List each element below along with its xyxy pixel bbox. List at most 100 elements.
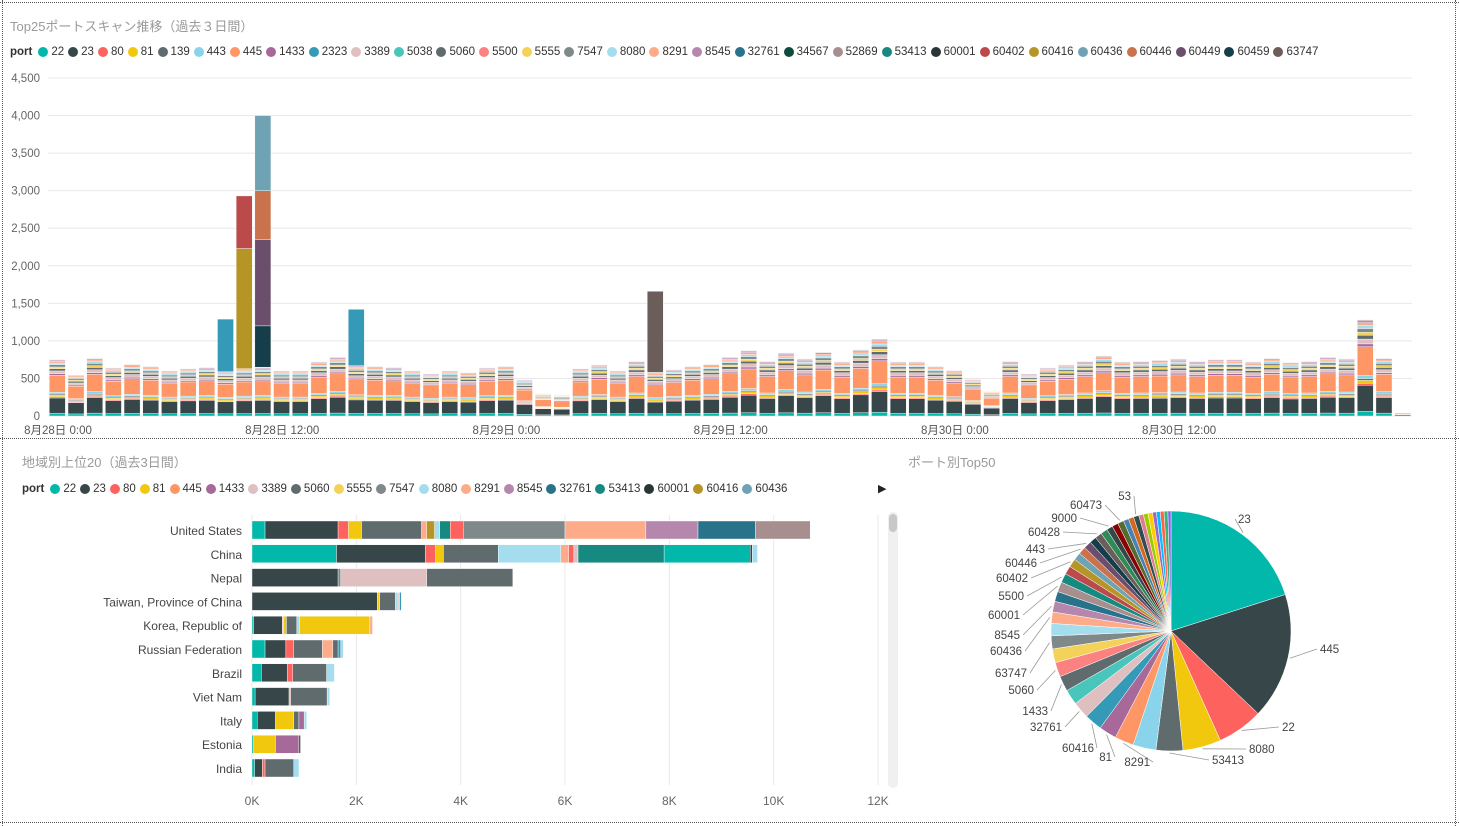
legend-item[interactable]: 60436	[1077, 46, 1123, 58]
legend-item[interactable]: 60001	[930, 46, 976, 58]
legend-label: 8291	[474, 483, 500, 495]
legend-item[interactable]: 63747	[1273, 46, 1318, 58]
pie-slice-label: 32761	[1030, 722, 1062, 734]
legend-dot-icon	[38, 47, 49, 57]
legend-item[interactable]: 5060	[436, 46, 475, 58]
pie-slice-label: 53	[1118, 491, 1131, 503]
legend-label: 32761	[559, 483, 592, 495]
legend-item[interactable]: 8291	[461, 483, 500, 495]
legend-item[interactable]: 445	[169, 483, 202, 495]
legend-label: 8545	[516, 483, 543, 495]
legend-item[interactable]: 7547	[376, 483, 415, 495]
legend-label: 81	[152, 483, 166, 495]
legend-item[interactable]: 5038	[393, 46, 432, 58]
legend-item[interactable]: 60402	[979, 46, 1025, 58]
panel-border-right	[1455, 0, 1456, 826]
legend-dot-icon	[127, 47, 138, 57]
legend-item[interactable]: 60446	[1126, 46, 1172, 58]
legend-item[interactable]: 60459	[1224, 46, 1269, 58]
legend-item[interactable]: 5060	[290, 483, 330, 495]
legend-item[interactable]: 1433	[266, 46, 305, 58]
legend-item[interactable]: 60416	[693, 483, 738, 495]
y-tick-label: 2,500	[11, 223, 40, 235]
pie-leader-line	[1106, 734, 1116, 758]
legend-label: 445	[242, 46, 263, 58]
legend-item[interactable]: 60436	[742, 483, 787, 495]
legend-label: 5555	[346, 483, 373, 495]
legend-item[interactable]: 23	[80, 483, 106, 495]
legend-item[interactable]: 5555	[333, 483, 373, 495]
bar-segment-52869	[815, 351, 832, 353]
legend-label: 23	[81, 46, 94, 58]
legend-item[interactable]: 7547	[564, 46, 603, 58]
country-scrollbar[interactable]	[888, 512, 898, 788]
pie-slice-label: 8545	[994, 630, 1020, 642]
legend-dot-icon	[979, 47, 990, 57]
legend-item[interactable]: 32761	[734, 46, 780, 58]
legend-item[interactable]: 22	[50, 483, 76, 495]
bar-segment-8080	[340, 639, 344, 659]
legend-next-arrow[interactable]: ▶	[878, 483, 887, 495]
legend-item[interactable]: 53413	[881, 46, 927, 58]
pie-leader-line	[1050, 684, 1062, 712]
legend-item[interactable]: 2323	[308, 46, 348, 58]
legend-item[interactable]: 81	[127, 46, 154, 58]
legend-item[interactable]: 53413	[595, 483, 640, 495]
legend-item[interactable]: 34567	[783, 46, 829, 58]
legend-item[interactable]: 60416	[1028, 46, 1074, 58]
legend-label: 2323	[321, 46, 348, 58]
bar-segment-52869	[1188, 360, 1206, 362]
x-tick-label: 8月30日 0:00	[921, 425, 989, 437]
bar-segment-8080	[326, 687, 330, 706]
legend-dot-icon	[649, 47, 660, 57]
legend-item[interactable]: 1433	[205, 483, 244, 495]
legend-item[interactable]: 139	[157, 46, 190, 58]
legend-label: 60416	[706, 483, 739, 495]
legend-item[interactable]: 445	[229, 46, 263, 58]
y-tick-label: 1,000	[11, 336, 40, 348]
legend-item[interactable]: 81	[139, 483, 166, 495]
legend-item[interactable]: 8080	[606, 46, 645, 58]
legend-item[interactable]: 8545	[503, 483, 543, 495]
legend-item[interactable]: 3389	[351, 46, 390, 58]
legend-item[interactable]: 5500	[479, 46, 518, 58]
pie-leader-line	[1091, 723, 1098, 749]
pie-leader-line	[1104, 504, 1121, 521]
pie-slice-label: 9000	[1051, 513, 1077, 525]
legend-item[interactable]: 8291	[649, 46, 688, 58]
legend-item[interactable]: 3389	[248, 483, 287, 495]
pie-leader-line	[1133, 495, 1136, 515]
legend-item[interactable]: 22	[38, 46, 64, 58]
legend-dot-icon	[783, 47, 794, 57]
y-tick-label: 0	[34, 411, 40, 423]
legend-item[interactable]: 8080	[418, 483, 457, 495]
legend-item[interactable]: 443	[193, 46, 226, 58]
legend-item[interactable]: 60001	[644, 483, 689, 495]
pie-slice-label: 443	[1026, 544, 1045, 556]
x-tick-label: 6K	[558, 794, 573, 808]
legend-item[interactable]: 80	[97, 46, 124, 58]
legend-label: 52869	[845, 46, 878, 58]
country-scrollbar-thumb[interactable]	[889, 514, 897, 532]
legend-item[interactable]: 8545	[692, 46, 731, 58]
bar-segment-2323	[217, 318, 234, 372]
legend-dot-icon	[606, 47, 617, 57]
legend-item[interactable]: 52869	[832, 46, 878, 58]
legend-dot-icon	[1224, 47, 1235, 57]
legend-item[interactable]: 23	[68, 46, 94, 58]
bar-segment-60436	[254, 115, 272, 191]
category-label: United States	[170, 524, 242, 538]
bar-segment-52869	[590, 364, 608, 366]
legend-dot-icon	[692, 47, 703, 57]
legend-item[interactable]: 32761	[546, 483, 591, 495]
legend-item[interactable]: 5555	[521, 46, 560, 58]
legend-item[interactable]: 60449	[1175, 46, 1220, 58]
bar-segment-60402	[235, 195, 253, 249]
legend-label: 1433	[279, 46, 305, 58]
bar-segment-52869	[1263, 357, 1281, 359]
legend-item[interactable]: 80	[109, 483, 136, 495]
legend-dot-icon	[521, 47, 532, 57]
legend-dot-icon	[157, 47, 168, 57]
pie-leader-line	[1047, 543, 1087, 550]
